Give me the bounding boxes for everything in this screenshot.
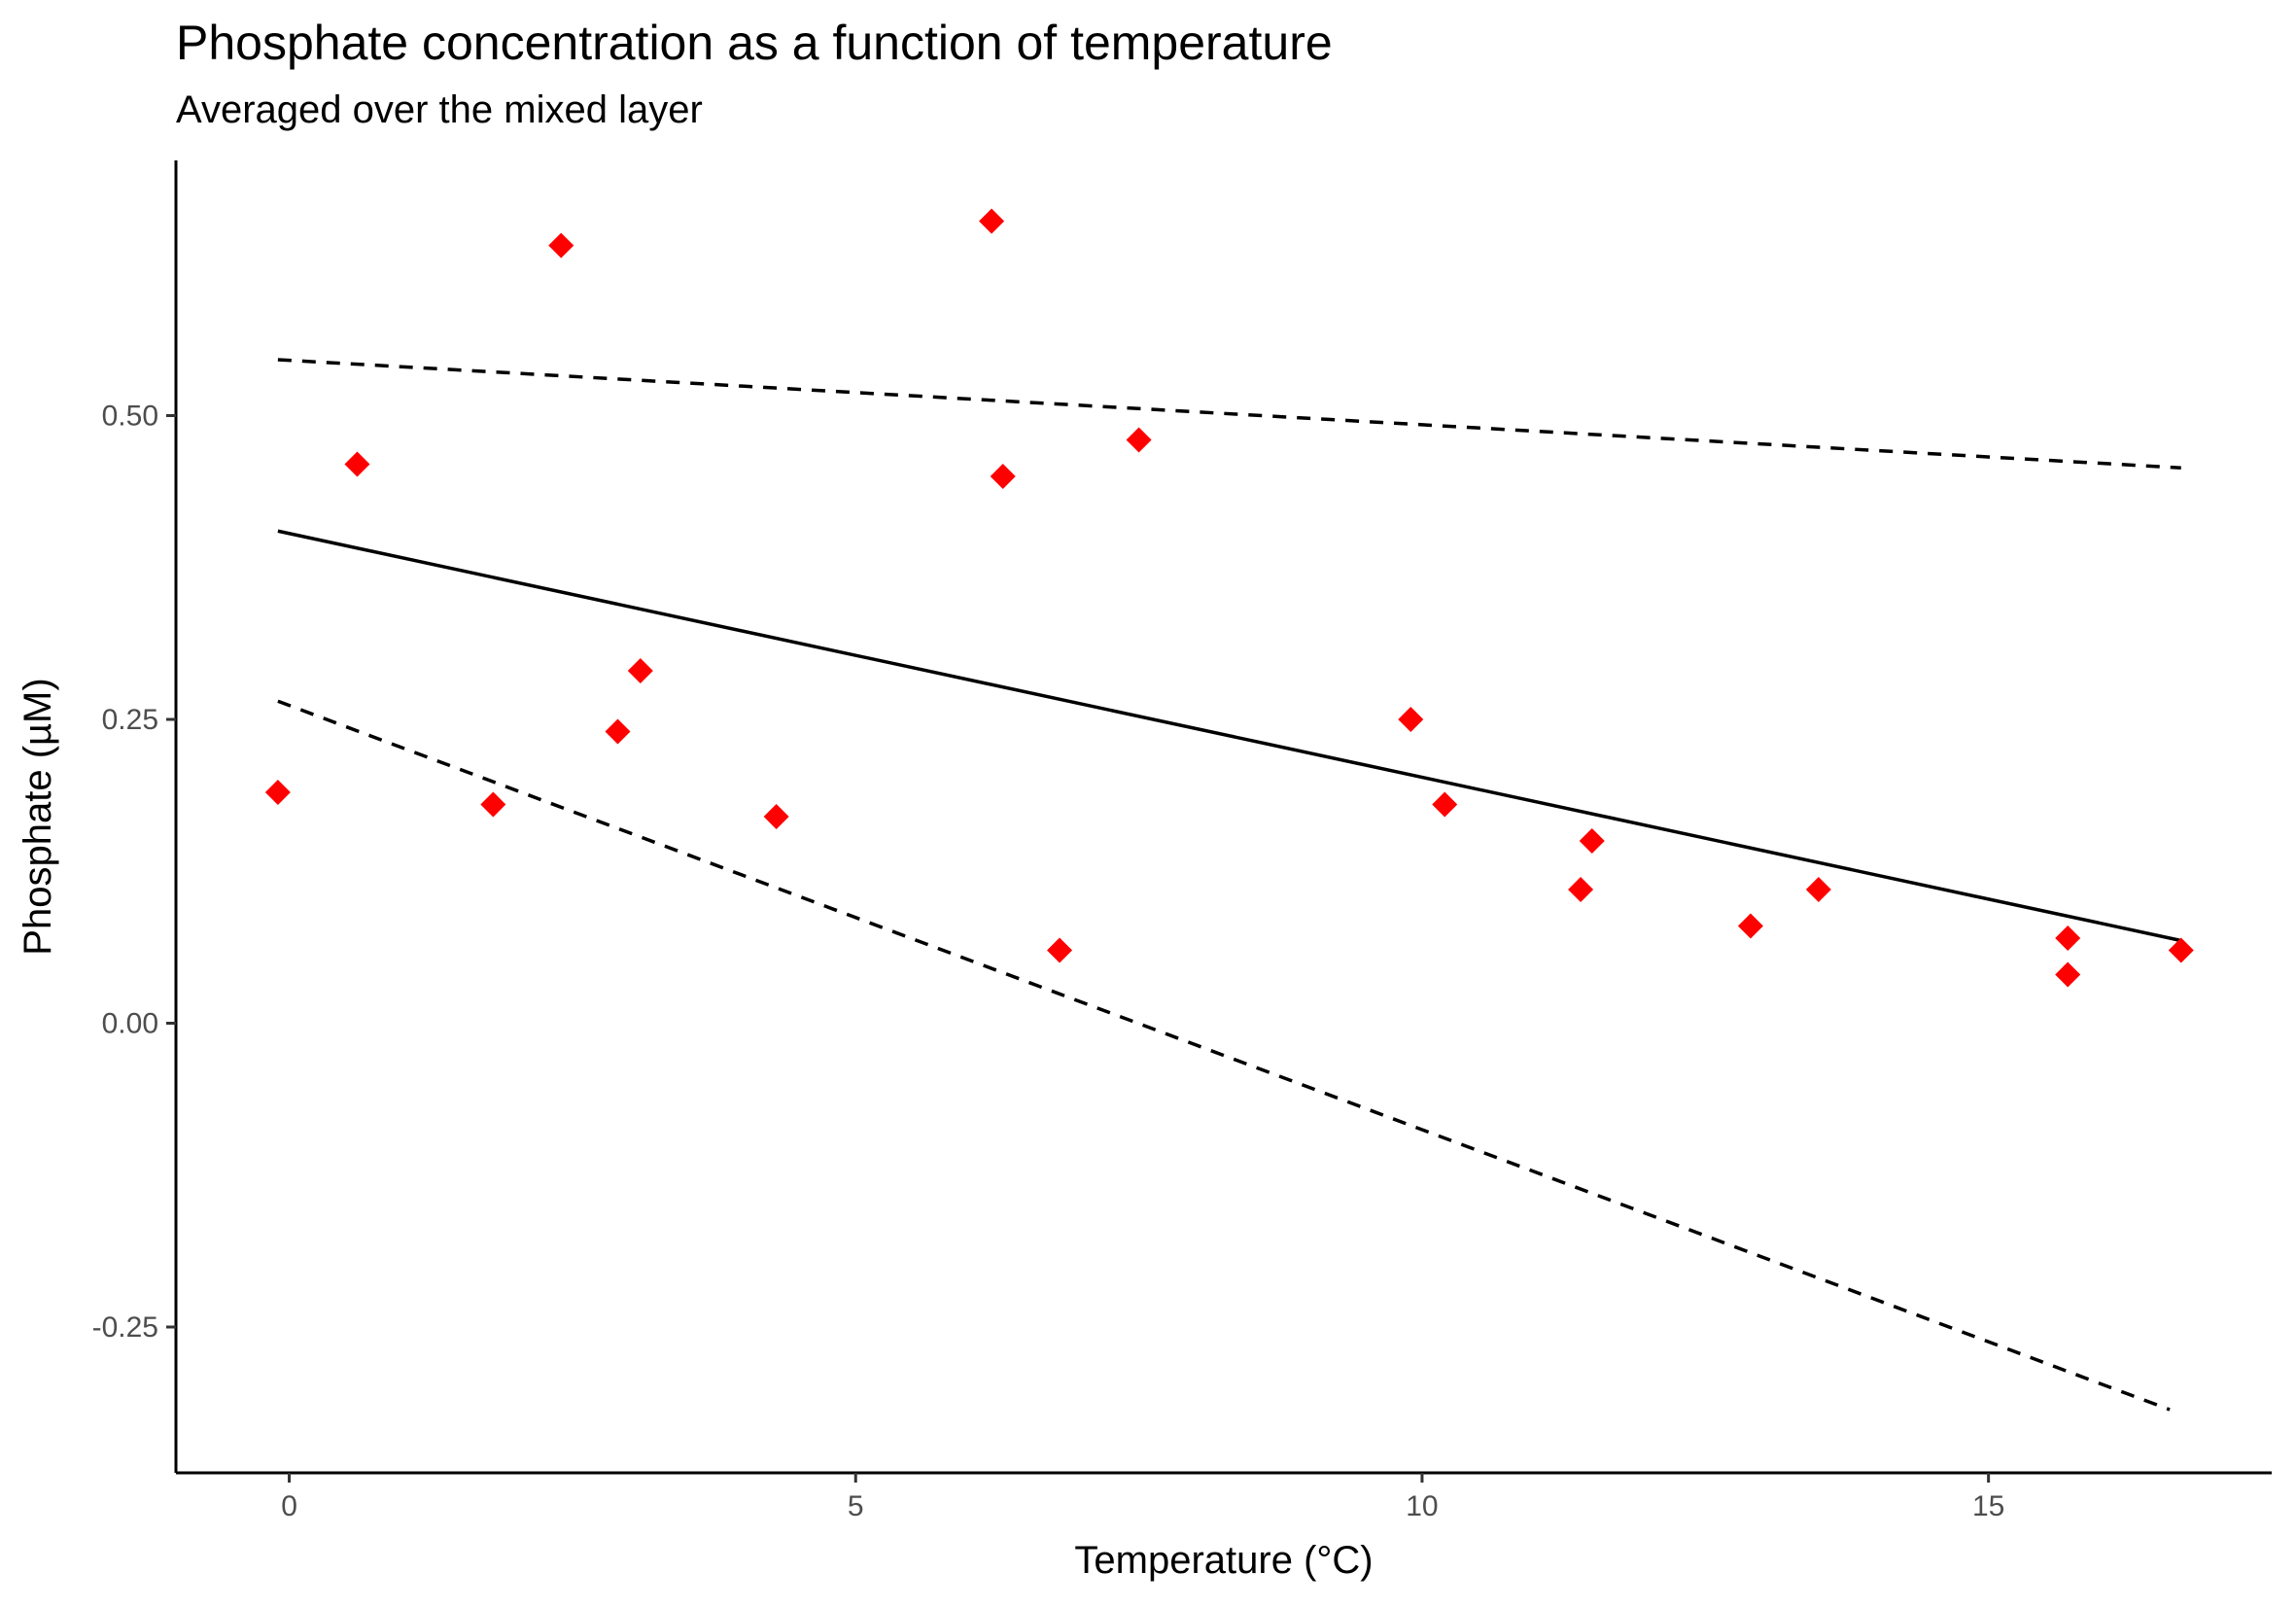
y-tick-label: 0.00	[102, 1008, 158, 1040]
data-point	[1432, 791, 1458, 818]
chart-title: Phosphate concentration as a function of…	[176, 16, 1333, 70]
data-point	[990, 464, 1016, 489]
x-tick-label: 0	[281, 1490, 297, 1522]
data-point	[763, 804, 789, 829]
data-point	[480, 791, 506, 818]
y-tick-label: -0.25	[92, 1311, 158, 1344]
data-point	[1568, 877, 1594, 902]
x-axis-ticks: 0 5 10 15	[281, 1473, 2004, 1522]
confidence-bound-line-2	[277, 699, 2171, 1412]
data-point	[1805, 877, 1831, 902]
data-points	[264, 208, 2194, 988]
data-point	[2055, 961, 2081, 988]
x-tick-label: 10	[1406, 1490, 1438, 1522]
regression-line	[277, 529, 2182, 943]
y-axis-title: Phosphate (µM)	[17, 678, 59, 955]
data-point	[344, 451, 370, 477]
y-axis-ticks: -0.25 0.00 0.25 0.50	[92, 401, 176, 1344]
y-tick-label: 0.50	[102, 401, 158, 433]
data-point	[627, 658, 653, 683]
data-point	[1737, 913, 1763, 939]
data-point	[1398, 707, 1424, 732]
data-point	[2055, 926, 2081, 951]
data-point	[979, 208, 1005, 234]
y-tick-label: 0.25	[102, 704, 158, 736]
data-point	[548, 232, 574, 259]
fit-lines	[277, 358, 2182, 1412]
x-tick-label: 5	[848, 1490, 864, 1522]
data-point	[1047, 937, 1073, 963]
data-point	[1579, 828, 1605, 854]
confidence-bound-line-1	[277, 358, 2181, 470]
data-point	[2168, 937, 2194, 963]
x-axis-title: Temperature (°C)	[1074, 1539, 1373, 1582]
data-point	[1126, 427, 1152, 453]
chart-subtitle: Averaged over the mixed layer	[176, 88, 703, 131]
data-point	[605, 718, 631, 745]
x-tick-label: 15	[1972, 1490, 2004, 1522]
data-point	[264, 780, 291, 805]
